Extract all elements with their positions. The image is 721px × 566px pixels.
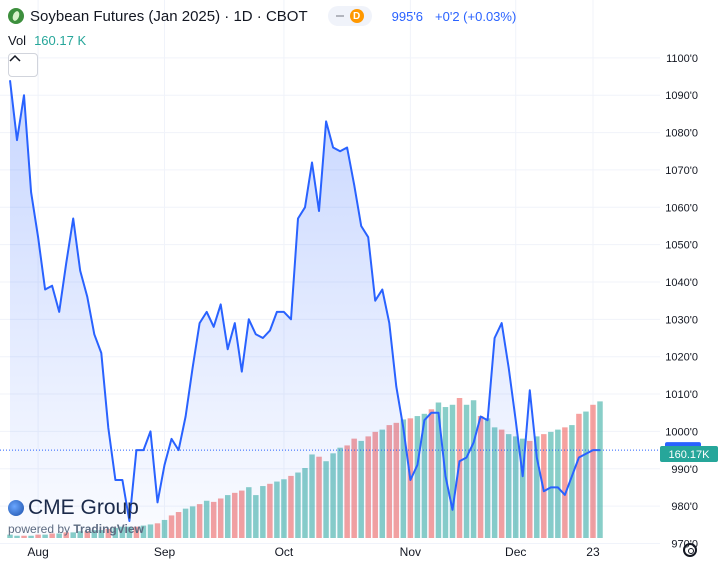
- y-tick-label: 1040'0: [665, 277, 698, 289]
- delayed-badge: D: [349, 9, 364, 23]
- y-tick-label: 1070'0: [665, 165, 698, 177]
- y-tick-label: 1000'0: [665, 426, 698, 438]
- gear-icon[interactable]: [683, 543, 697, 557]
- tradingview-label: TradingView: [73, 522, 144, 536]
- volume-bar: [449, 404, 456, 538]
- x-tick-label: Oct: [275, 545, 294, 559]
- volume-bar: [555, 429, 561, 538]
- collapse-legend-button[interactable]: [8, 53, 38, 77]
- cme-brand: CME Group: [28, 496, 139, 519]
- volume-bar: [548, 431, 554, 538]
- y-tick-label: 1080'0: [665, 128, 698, 140]
- dash-icon: [335, 15, 344, 17]
- y-tick-label: 1020'0: [665, 352, 698, 364]
- volume-label: Vol: [8, 33, 27, 48]
- x-tick-label: Nov: [400, 545, 421, 559]
- volume-value: 160.17 K: [34, 33, 87, 48]
- market-status-badge[interactable]: D: [327, 6, 372, 26]
- price-area-fill: [10, 80, 600, 539]
- volume-bar: [562, 427, 568, 538]
- cme-globe-icon: [8, 500, 24, 516]
- y-tick-label: 980'0: [671, 501, 698, 513]
- watermark: CME Group powered by TradingView: [8, 496, 144, 536]
- soybean-icon: [8, 8, 24, 24]
- y-tick-label: 1050'0: [665, 240, 698, 252]
- last-price: 995'6: [391, 8, 424, 24]
- x-tick-label: Dec: [505, 545, 526, 559]
- symbol-title[interactable]: Soybean Futures (Jan 2025) · 1D · CBOT: [30, 7, 308, 25]
- y-tick-label: 990'0: [671, 464, 698, 476]
- y-tick-label: 1010'0: [665, 389, 698, 401]
- powered-by[interactable]: powered by TradingView: [8, 522, 144, 536]
- chevron-up-icon: [9, 54, 21, 62]
- volume-bar: [541, 434, 547, 538]
- x-tick-label: 23: [586, 545, 600, 559]
- x-tick-label: Aug: [27, 545, 48, 559]
- powered-label: powered by: [8, 522, 71, 536]
- volume-legend: Vol 160.17 K: [8, 33, 86, 48]
- y-tick-label: 1030'0: [665, 314, 698, 326]
- price-change: +0'2 (+0.03%): [435, 8, 517, 24]
- chart-legend: Soybean Futures (Jan 2025) · 1D · CBOT D…: [8, 6, 516, 26]
- x-tick-label: Sep: [154, 545, 176, 559]
- price-line[interactable]: [9, 80, 600, 522]
- volume-tag-label: 160.17K: [669, 449, 711, 461]
- y-tick-label: 1060'0: [665, 202, 698, 214]
- y-tick-label: 1100'0: [666, 53, 698, 65]
- y-tick-label: 1090'0: [665, 90, 698, 102]
- cme-logo: CME Group: [8, 496, 144, 520]
- volume-tag: [660, 446, 718, 462]
